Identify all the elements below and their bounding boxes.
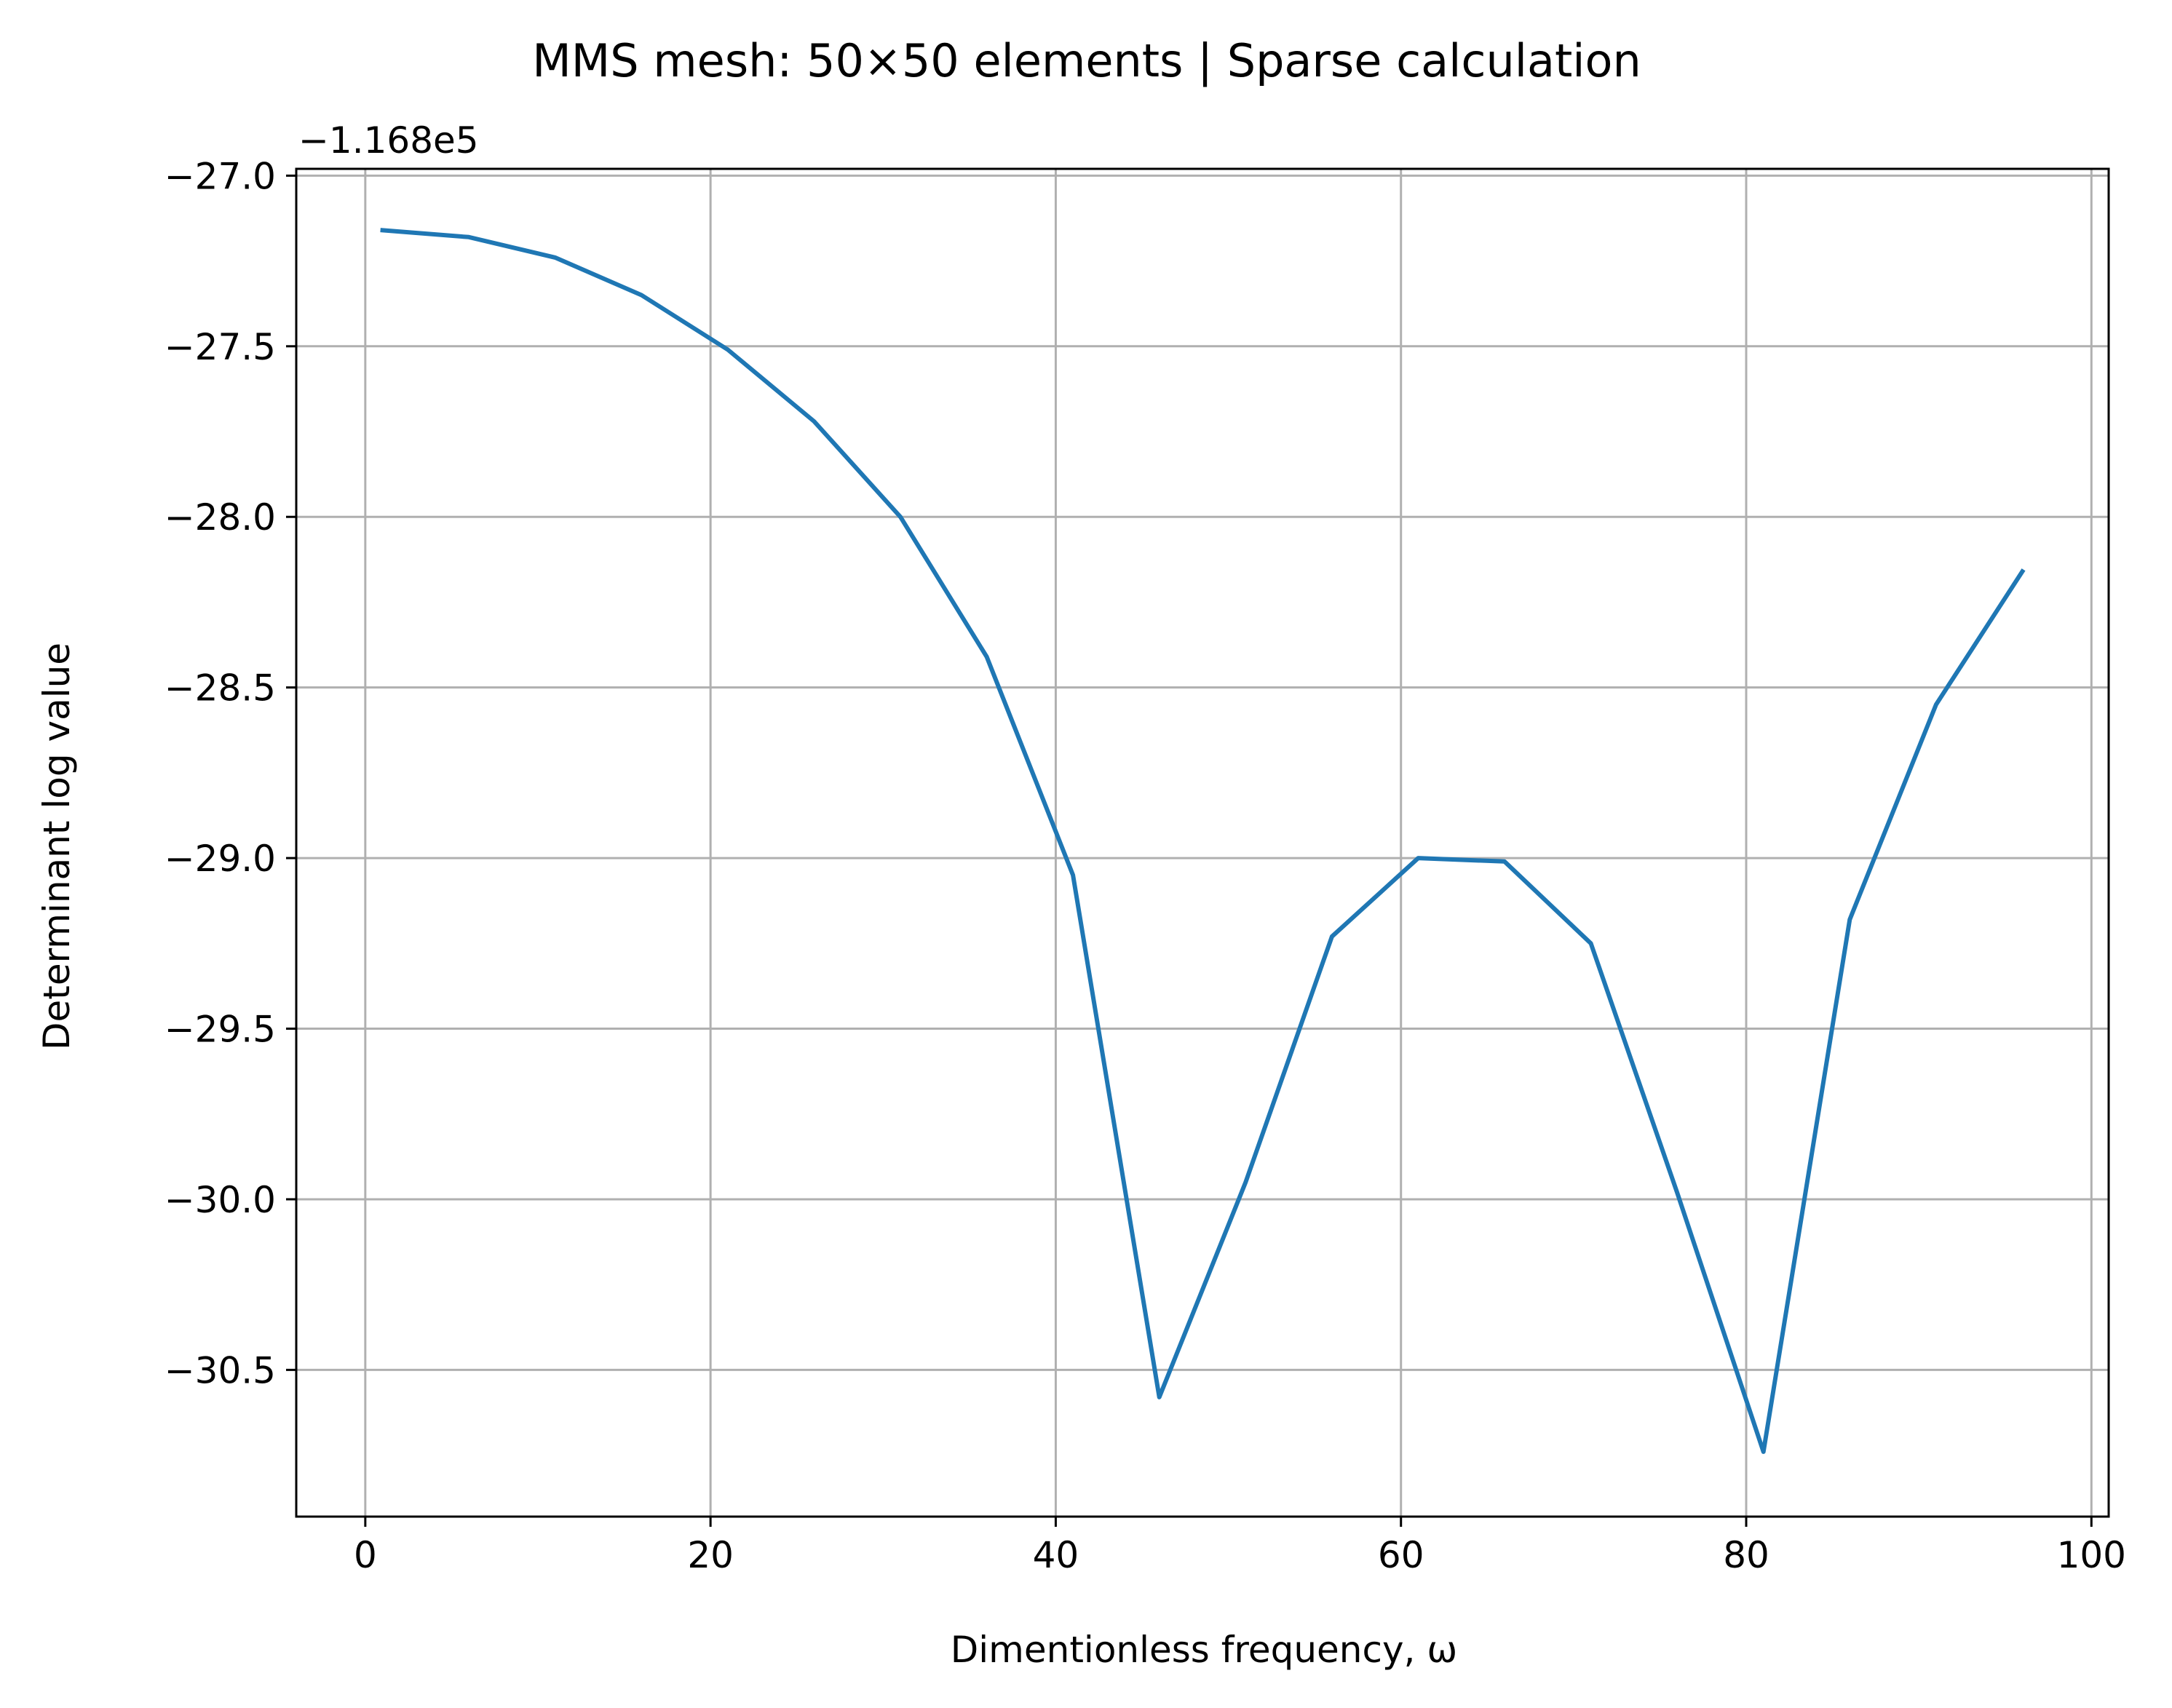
x-tick-label: 80 <box>1723 1534 1769 1576</box>
grid <box>296 169 2109 1517</box>
y-tick-label: −29.0 <box>165 838 276 880</box>
y-axis-offset-label: −1.168e5 <box>298 119 479 162</box>
y-tick-label: −27.5 <box>165 326 276 368</box>
y-tick-label: −28.0 <box>165 496 276 539</box>
y-axis-ticks: −27.0 −27.5 −28.0 −28.5 −29.0 −29.5 −30.0 −30.5 <box>165 155 296 1391</box>
x-axis-label: Dimentionless frequency, ω <box>951 1629 1457 1671</box>
chart-title: MMS mesh: 50×50 elements | Sparse calcul… <box>532 34 1641 88</box>
plot-frame <box>295 167 2110 1518</box>
series-layer <box>380 228 2026 1454</box>
x-tick-label: 20 <box>687 1534 734 1576</box>
x-axis-ticks: 0 20 40 60 80 100 <box>354 1517 2126 1576</box>
y-axis-label: Determinant log value <box>36 643 78 1050</box>
series-line <box>380 228 2026 1454</box>
x-tick-label: 0 <box>354 1534 377 1576</box>
y-tick-label: −30.0 <box>165 1179 276 1221</box>
y-tick-label: −30.5 <box>165 1349 276 1391</box>
y-tick-label: −27.0 <box>165 155 276 197</box>
x-tick-label: 40 <box>1033 1534 1079 1576</box>
x-tick-label: 100 <box>2057 1534 2126 1576</box>
y-tick-label: −29.5 <box>165 1009 276 1051</box>
x-tick-label: 60 <box>1378 1534 1424 1576</box>
y-tick-label: −28.5 <box>165 667 276 710</box>
